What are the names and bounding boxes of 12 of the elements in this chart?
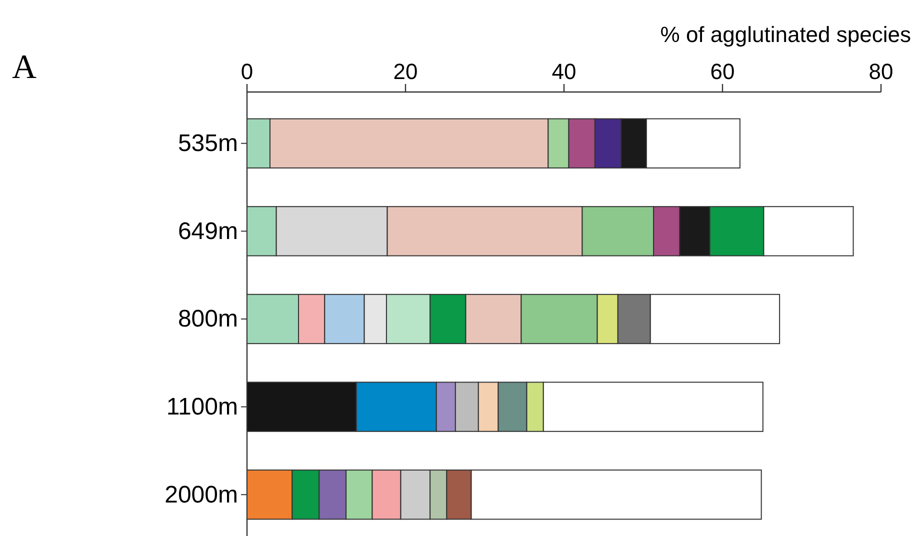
y-tick-label: 649m <box>178 218 238 245</box>
x-tick-label: 80 <box>868 58 894 84</box>
x-tick-label: 20 <box>393 58 418 84</box>
y-tick-label: 535m <box>178 130 238 158</box>
x-axis-title: % of agglutinated species <box>660 22 911 47</box>
y-tick-label: 800m <box>178 306 238 333</box>
x-tick-label: 0 <box>240 58 254 84</box>
x-tick-label: 60 <box>710 58 735 84</box>
y-tick-label: 2000m <box>164 481 238 508</box>
text: A <box>12 49 37 86</box>
y-tick-label: 1100m <box>166 393 238 420</box>
x-tick-label: 40 <box>552 58 576 84</box>
